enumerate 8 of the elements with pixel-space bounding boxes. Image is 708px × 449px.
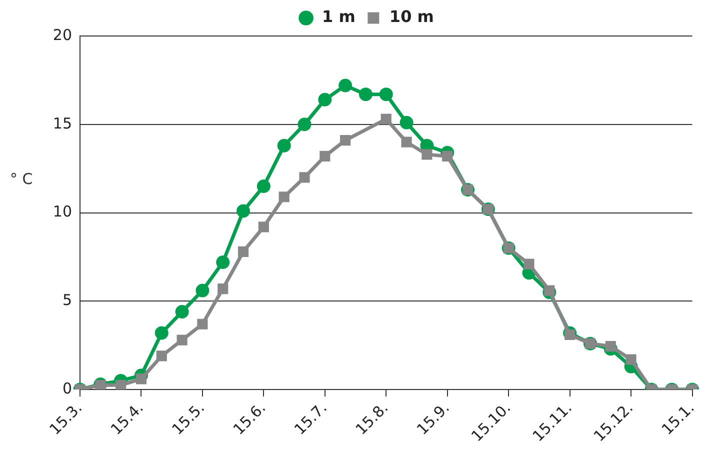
legend-label: 1 m: [322, 7, 356, 26]
y-tick-label: 20: [52, 26, 72, 44]
y-tick-label: 10: [52, 202, 72, 221]
legend-label: 10 m: [389, 7, 434, 26]
y-axis-title: ° C: [10, 170, 33, 188]
y-tick-label: 0: [62, 379, 72, 398]
y-tick-label: 5: [62, 291, 72, 310]
y-tick-label: 15: [52, 114, 72, 132]
